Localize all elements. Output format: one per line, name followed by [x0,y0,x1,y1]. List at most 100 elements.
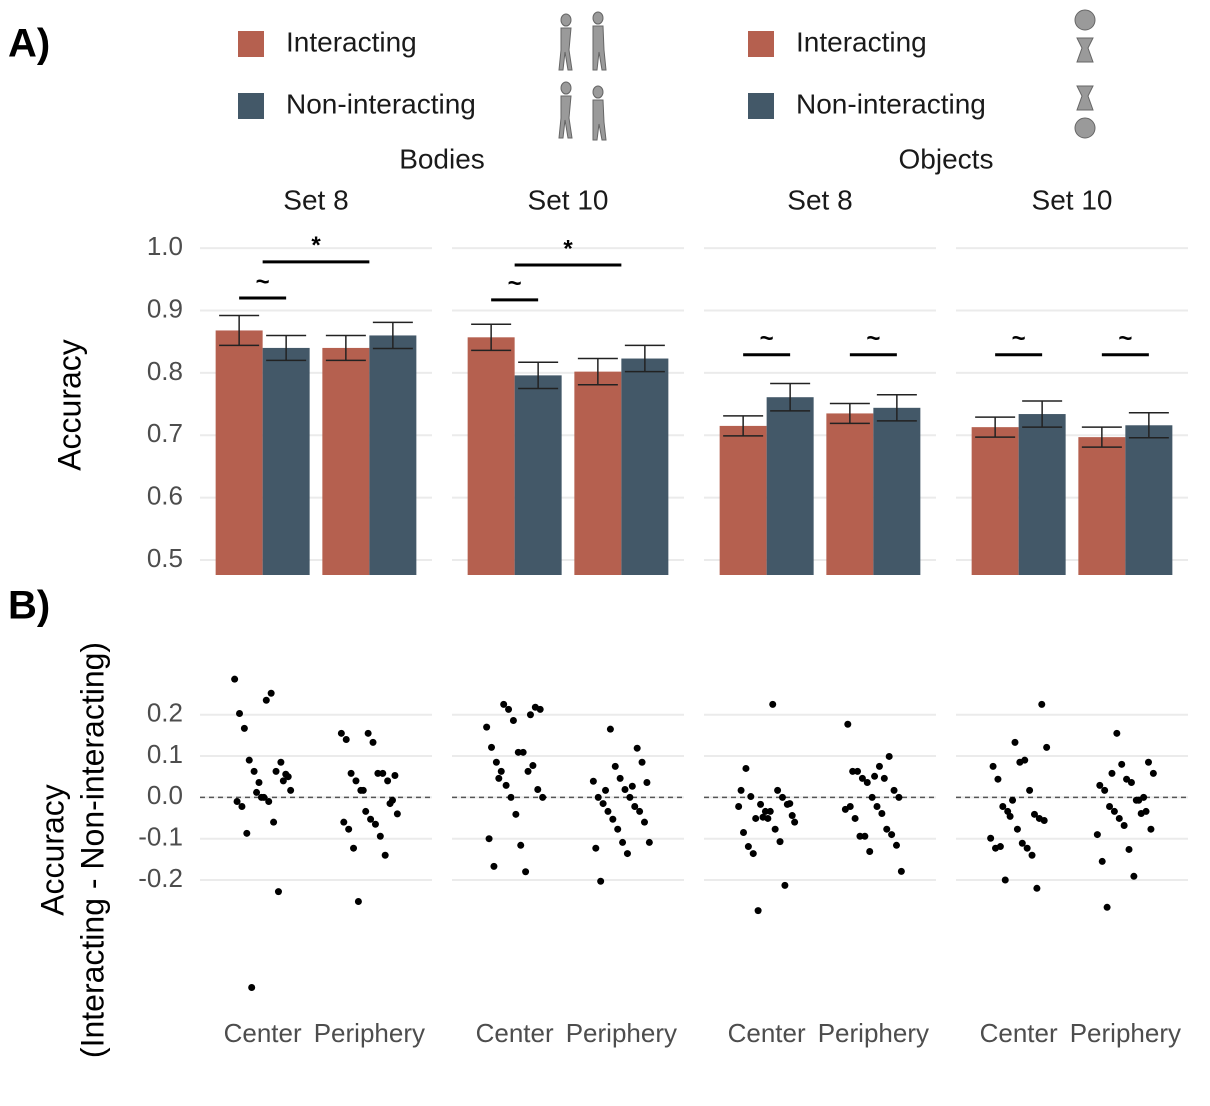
data-point [1101,787,1108,794]
significance-label: ~ [760,325,774,352]
data-point [537,706,544,713]
data-point [382,852,389,859]
data-point [498,768,505,775]
data-point [987,835,994,842]
data-point [864,779,871,786]
data-point [861,833,868,840]
data-point [1111,808,1118,815]
facet-group-label: Objects [899,143,994,174]
data-point [764,815,771,822]
bodies-icon [559,12,606,140]
significance-label: ~ [1012,325,1026,352]
data-point [522,868,529,875]
data-point [1009,797,1016,804]
y-tick-label: 0.9 [147,293,183,323]
legend-swatch [238,93,264,119]
x-tick-label: Periphery [818,1018,929,1048]
data-point [1145,759,1152,766]
bar [216,330,263,575]
data-point [786,800,793,807]
data-point [510,717,517,724]
data-point [1128,779,1135,786]
data-point [350,845,357,852]
significance-label: ~ [508,270,522,297]
data-point [343,736,350,743]
data-point [1108,770,1115,777]
data-point [740,829,747,836]
data-point [495,775,502,782]
data-point [258,794,265,801]
y-tick-label: 0.0 [147,780,183,810]
data-point [273,768,280,775]
bar [1019,414,1066,575]
x-tick-label: Center [476,1018,554,1048]
data-point [1038,701,1045,708]
data-point [609,816,616,823]
data-point [994,776,1001,783]
data-point [895,794,902,801]
data-point [745,843,752,850]
data-point [270,819,277,826]
data-point [1029,852,1036,859]
data-point [534,786,541,793]
y-tick-label: -0.1 [138,822,183,852]
data-point [231,676,238,683]
data-point [866,848,873,855]
x-tick-label: Periphery [1070,1018,1181,1048]
data-point [277,759,284,766]
data-point [352,777,359,784]
data-point [629,783,636,790]
data-point [592,845,599,852]
data-point [355,898,362,905]
data-point [1113,730,1120,737]
data-point [263,697,270,704]
data-point [881,775,888,782]
data-point [624,850,631,857]
data-point [493,759,500,766]
legend-label: Non-interacting [796,88,986,119]
data-point [365,730,372,737]
x-tick-label: Periphery [566,1018,677,1048]
data-point [490,863,497,870]
data-point [636,808,643,815]
data-point [520,749,527,756]
data-point [742,765,749,772]
facet-group-label: Bodies [399,143,485,174]
data-point [619,839,626,846]
data-point [505,706,512,713]
data-point [854,768,861,775]
data-point [595,794,602,801]
data-point [772,826,779,833]
data-point [893,842,900,849]
x-tick-label: Center [224,1018,302,1048]
legend-swatch [748,31,774,57]
bar [369,335,416,575]
significance-label: ~ [866,325,880,352]
data-point [1043,744,1050,751]
data-point [265,798,272,805]
bar [826,413,873,575]
data-point [1104,904,1111,911]
data-point [641,819,648,826]
data-point [755,907,762,914]
data-point [360,787,367,794]
bar [720,426,767,575]
data-point [391,772,398,779]
data-point [597,878,604,885]
data-point [871,773,878,780]
data-point [285,773,292,780]
data-point [377,833,384,840]
data-point [268,690,275,697]
y-tick-label: 0.8 [147,356,183,386]
data-point [602,787,609,794]
data-point [488,744,495,751]
data-point [779,794,786,801]
data-point [878,810,885,817]
data-point [757,801,764,808]
facet-label: Set 10 [1032,184,1113,215]
bar [322,348,369,575]
data-point [997,843,1004,850]
data-point [243,830,250,837]
x-tick-label: Center [728,1018,806,1048]
y-tick-label: 0.6 [147,481,183,511]
